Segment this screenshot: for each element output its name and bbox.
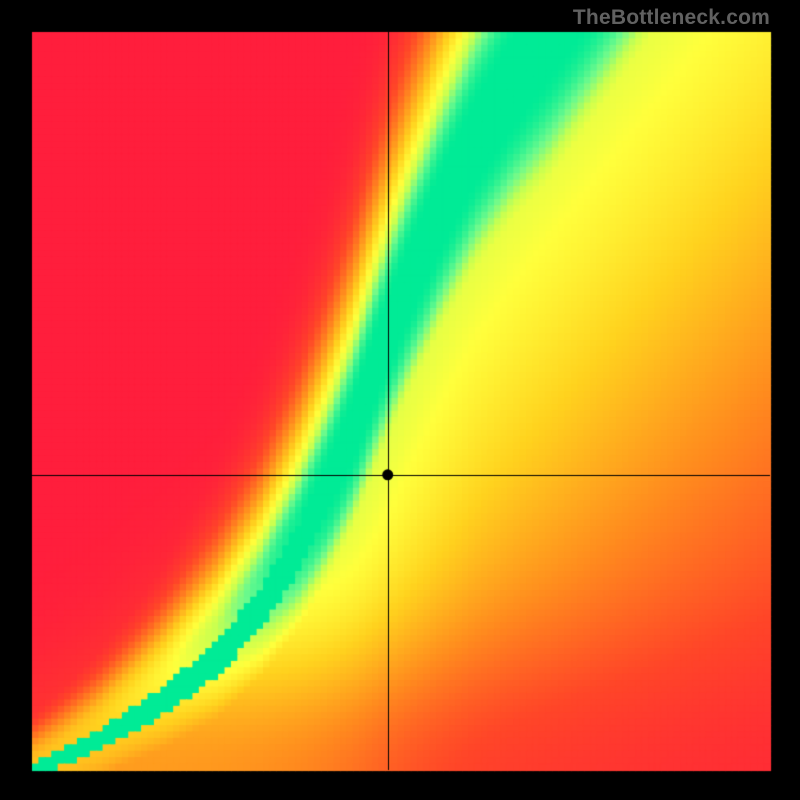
chart-container: TheBottleneck.com bbox=[0, 0, 800, 800]
bottleneck-heatmap bbox=[0, 0, 800, 800]
watermark-text: TheBottleneck.com bbox=[573, 6, 770, 30]
